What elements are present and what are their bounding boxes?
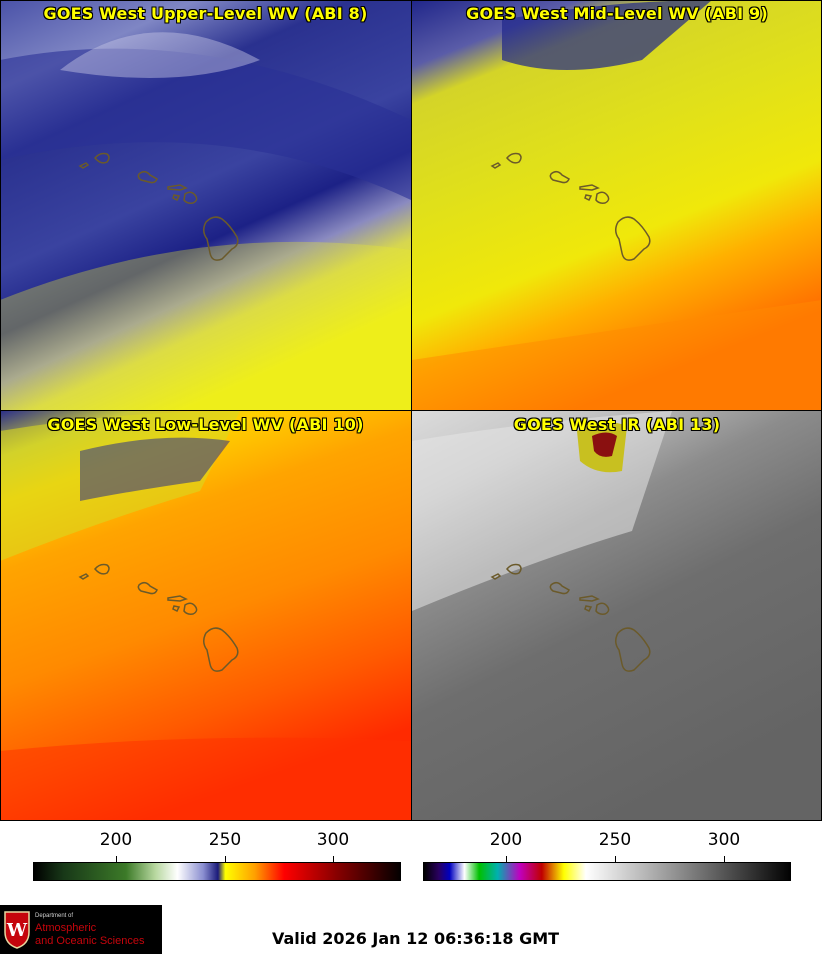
crest-letter: W — [6, 920, 28, 941]
ir-scale-tick-label: 200 — [489, 830, 523, 850]
hawaii-outline — [491, 563, 651, 672]
wv-scale-tick-label: 250 — [208, 830, 242, 850]
ir-image — [412, 411, 822, 821]
wv-scale-tick-label: 200 — [99, 830, 133, 850]
ir-colorbar — [423, 862, 791, 881]
valid-time: Valid 2026 Jan 12 06:36:18 GMT — [272, 929, 560, 948]
hawaii-outline — [491, 152, 651, 261]
wv-color-scale: 200 250 300 — [0, 826, 411, 886]
logo-line1-text: Atmospheric — [35, 922, 97, 934]
hawaii-outline — [79, 563, 239, 672]
panel-low-level-wv: GOES West Low-Level WV (ABI 10) — [0, 411, 411, 821]
wv-scale-tick — [333, 856, 334, 862]
panel-border-top — [0, 0, 822, 1]
panel-border-left — [0, 0, 1, 821]
wv-scale-tick — [225, 856, 226, 862]
wv-scale-tick-label: 300 — [316, 830, 350, 850]
hawaii-outline — [79, 152, 239, 261]
panel-title: GOES West Upper-Level WV (ABI 8) — [43, 4, 368, 23]
panel-divider-horizontal — [0, 410, 822, 411]
uw-crest-icon: W — [4, 911, 30, 949]
panel-title: GOES West Mid-Level WV (ABI 9) — [466, 4, 768, 23]
logo-line2-text: and Oceanic Sciences — [35, 935, 145, 947]
mid-level-wv-image — [412, 0, 822, 410]
uw-aos-logo[interactable]: W Department of Atmospheric and Oceanic … — [0, 905, 162, 954]
ir-color-scale: 200 250 300 — [412, 826, 822, 886]
logo-dept-text: Department of — [35, 913, 74, 919]
panel-title: GOES West Low-Level WV (ABI 10) — [47, 415, 364, 434]
ir-scale-tick-label: 250 — [598, 830, 632, 850]
panel-border-bottom — [0, 820, 822, 821]
panel-title: GOES West IR (ABI 13) — [513, 415, 721, 434]
wv-scale-tick — [116, 856, 117, 862]
panel-upper-level-wv: GOES West Upper-Level WV (ABI 8) — [0, 0, 411, 410]
ir-scale-tick-label: 300 — [707, 830, 741, 850]
panel-mid-level-wv: GOES West Mid-Level WV (ABI 9) — [412, 0, 822, 410]
upper-level-wv-image — [0, 0, 411, 410]
low-level-wv-image — [0, 411, 411, 821]
ir-scale-tick — [506, 856, 507, 862]
panel-ir: GOES West IR (ABI 13) — [412, 411, 822, 821]
wv-colorbar — [33, 862, 401, 881]
ir-scale-tick — [724, 856, 725, 862]
ir-scale-tick — [615, 856, 616, 862]
